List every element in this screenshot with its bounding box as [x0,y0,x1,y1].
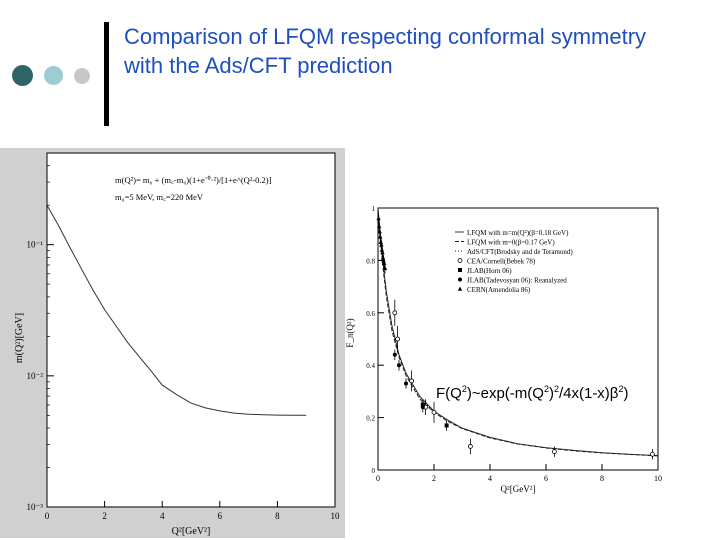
mass-chart-xlabel: Q²[GeV²] [172,526,211,537]
mass-y-tick-label: 10⁻² [27,371,44,381]
ff-curve-2 [377,207,659,457]
ff-legend-marker [458,277,462,282]
ff-point-cern [379,242,384,247]
mass-x-tick-label: 6 [218,511,223,521]
mass-chart-plot-area [46,152,336,508]
ff-x-tick-label: 10 [654,474,662,483]
ff-curve-1 [377,207,659,457]
ff-point-cornell [395,336,400,342]
ff-x-tick-label: 8 [600,474,604,483]
title-divider [104,22,109,126]
ff-legend-label: LFQM with m=0(β=0.17 GeV) [467,239,555,247]
ff-point-cornell [468,444,473,449]
ff-point-cern [378,234,383,239]
ff-point-cern [381,257,386,263]
ff-legend-marker [457,258,463,263]
decor-dot-2 [44,66,63,85]
ff-point-jlab-horn [444,423,449,428]
ff-legend-label: AdS/CFT(Brodsky and de Teramond) [467,248,573,256]
form-factor-plot-area [377,207,659,471]
ff-point-cornell [409,378,414,384]
ff-point-cornell [392,310,398,316]
ff-point-jlab-tadevosyan [404,381,408,386]
annot-sup-3: 2 [553,384,559,394]
ff-legend-label: CEA/Cornell(Bebek 78) [467,258,536,266]
slide-title: Comparison of LFQM respecting conformal … [124,24,647,78]
annot-sup-2: 2 [543,384,549,394]
ff-legend-marker [458,268,462,272]
mass-chart-params: m₀=5 MeV, m꜀=220 MeV [115,192,204,202]
annot-part-3: ) [548,385,554,402]
mass-x-tick-label: 4 [160,511,165,521]
mass-x-tick-label: 10 [331,511,341,521]
ff-legend-label: CERN(Amendolia 86) [467,286,531,294]
ff-point-cern [379,247,385,252]
ff-point-cern [382,265,388,271]
form-factor-ylabel: F_π(Q²) [345,318,355,347]
ff-legend-marker [457,286,463,291]
mass-y-tick-label: 10⁻¹ [27,240,44,250]
ff-x-tick-label: 0 [376,474,380,483]
ff-point-jlab-tadevosyan [420,405,425,410]
ff-legend-label: JLAB(Tadevosyan 06): Reanalyzed [467,277,567,285]
ff-point-cern [377,229,382,234]
mass-x-tick-label: 2 [102,511,107,521]
annot-part-2: )~exp(-m(Q [466,385,544,402]
ff-y-tick-label: 0.4 [366,362,375,370]
mass-chart-formula: m(Q²)= m₀ + (m꜀-m₀)(1+e⁻⁰·²)/[1+e^(Q²-0.… [115,175,272,185]
annot-part-5: ) [623,385,629,402]
ff-x-tick-label: 4 [488,474,492,483]
ff-y-tick-label: 1 [372,205,376,213]
ff-legend-label: JLAB(Horn 06) [467,267,512,275]
ff-x-tick-label: 2 [432,474,436,483]
ff-point-jlab-tadevosyan [392,352,397,357]
decor-dot-3 [74,68,90,84]
form-factor-xlabel: Q²[GeV²] [501,484,536,494]
ff-point-cern [376,215,381,221]
ff-point-cern [380,250,385,255]
annot-sup-4: 2 [618,384,624,394]
annot-part-4: /4x(1-x)β [558,385,619,402]
form-factor-chart: 0 2 4 6 8 10 0 0.2 0.4 0.6 0.8 1 LFQM with m=m(Q²)(… [345,205,662,494]
ff-x-tick-label: 6 [544,474,548,483]
ff-point-cornell [649,451,655,457]
ff-y-tick-label: 0.2 [366,415,375,423]
decor-dot-1 [12,65,33,86]
ff-point-cern [378,239,383,244]
ff-point-cornell [551,449,557,455]
mass-x-tick-label: 8 [275,511,280,521]
ff-y-tick-label: 0.8 [366,257,375,265]
ff-legend-label: LFQM with m=m(Q²)(β=0.18 GeV) [467,229,569,237]
mass-chart: 0 2 4 6 8 10 10⁻¹ 10⁻² 10⁻³ m(Q²)= m₀ + (m꜀-m₀)(… [0,148,345,538]
mass-chart-ylabel: m(Q²)[GeV] [14,313,25,363]
ff-y-tick-label: 0.6 [366,310,375,318]
formula-annotation: F(Q2)~exp(-m(Q2)2/4x(1-x)β2) [436,384,628,402]
mass-x-tick-label: 0 [45,511,50,521]
annot-sup-1: 2 [461,384,467,394]
ff-point-jlab-tadevosyan [397,363,401,368]
ff-point-cornell [431,409,437,415]
annot-part-1: F(Q [436,385,462,402]
mass-curve [46,204,307,416]
mass-y-tick-label: 10⁻³ [27,502,44,512]
ff-y-tick-label: 0 [372,467,376,475]
form-factor-legend: LFQM with m=m(Q²)(β=0.18 GeV) LFQM with m… [455,229,573,294]
ff-point-cern [376,223,382,229]
